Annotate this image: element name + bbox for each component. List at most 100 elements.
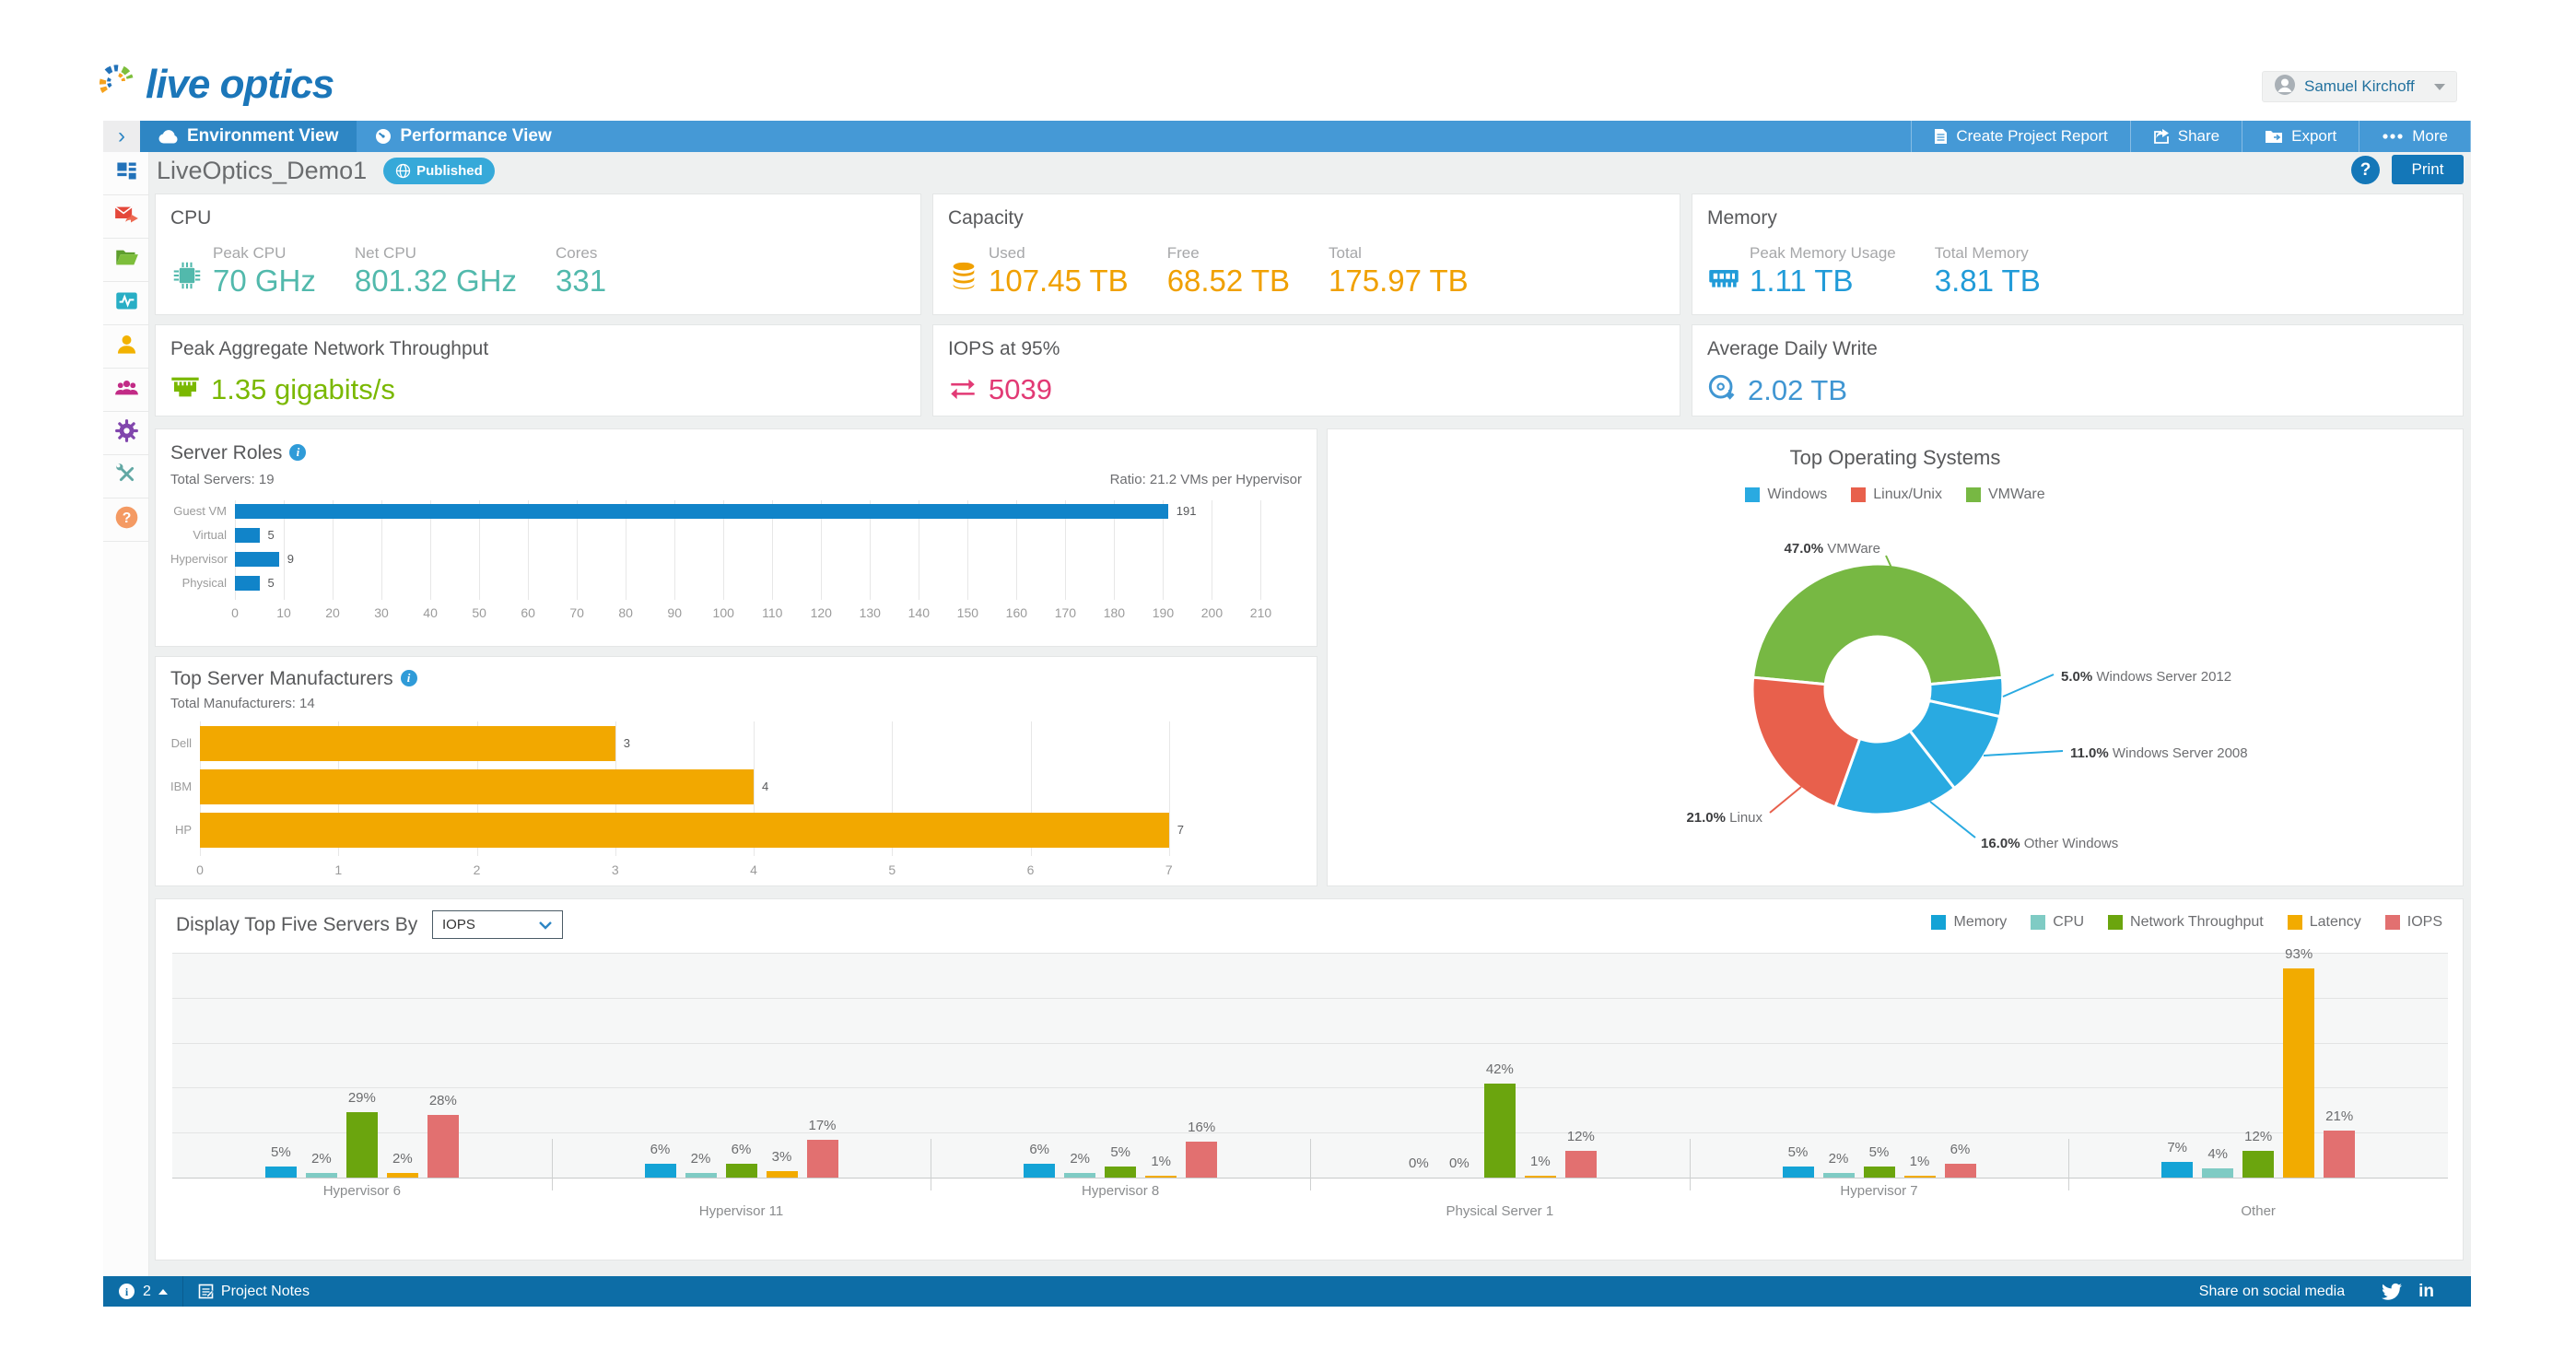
bar xyxy=(264,1166,297,1178)
axis-tick-label: 180 xyxy=(1103,605,1126,620)
axis-tick-label: 130 xyxy=(859,605,881,620)
share-button[interactable]: Share xyxy=(2129,121,2242,152)
collapse-sidebar-icon[interactable]: › xyxy=(103,121,140,152)
bar xyxy=(200,726,615,761)
axis-tick-label: 0 xyxy=(231,605,239,620)
create-project-report-button[interactable]: Create Project Report xyxy=(1911,121,2129,152)
notifications-toggle[interactable]: i 2 xyxy=(103,1276,182,1307)
bar-value-label: 28% xyxy=(428,1092,457,1108)
bar-value-label: 3 xyxy=(623,736,630,750)
sidebar-item-user[interactable] xyxy=(103,325,149,369)
linkedin-icon[interactable]: in xyxy=(2418,1281,2434,1301)
legend-item[interactable]: Memory xyxy=(1931,914,2007,931)
sidebar-item-mail[interactable] xyxy=(103,195,149,239)
legend-item[interactable]: IOPS xyxy=(2384,914,2442,931)
axis-tick-label: 6 xyxy=(1026,862,1035,877)
database-icon xyxy=(948,259,979,297)
sidebar-item-settings[interactable] xyxy=(103,412,149,455)
callout-label: 16.0% Other Windows xyxy=(1981,836,2118,851)
gridline xyxy=(967,500,969,600)
metric-used: Used 107.45 TB xyxy=(989,244,1129,299)
metric-value: 1.11 TB xyxy=(1750,264,1854,298)
metric-label: Net CPU xyxy=(354,244,416,262)
metric-label: Total Memory xyxy=(1934,244,2029,262)
metric-label: Peak CPU xyxy=(213,244,287,262)
sidebar-item-help[interactable]: ? xyxy=(103,498,149,542)
server-roles-card: Server Roles i Total Servers: 19 Ratio: 2… xyxy=(155,428,1317,647)
bar-value-label: 12% xyxy=(1566,1128,1595,1144)
bar xyxy=(1524,1175,1556,1178)
selected-option: IOPS xyxy=(442,917,475,932)
legend-item[interactable]: CPU xyxy=(2031,914,2084,931)
callout-line xyxy=(1885,555,1907,601)
nav-actions: Create Project Report Share Export More xyxy=(1911,121,2471,152)
dashboard-icon xyxy=(114,158,139,188)
logo-text: live optics xyxy=(146,61,334,107)
card-title: Memory xyxy=(1707,207,1777,229)
metric-value: 331 xyxy=(555,264,607,298)
bar xyxy=(345,1112,378,1178)
sidebar-item-team[interactable] xyxy=(103,369,149,412)
bar-value-label: 42% xyxy=(1485,1061,1514,1077)
icon-sidebar: ? xyxy=(103,152,149,1278)
bar-value-label: 17% xyxy=(808,1117,837,1133)
metric-total-memory: Total Memory 3.81 TB xyxy=(1935,244,2041,299)
twitter-icon[interactable] xyxy=(2382,1283,2403,1300)
axis-tick-label: 190 xyxy=(1152,605,1175,620)
gridline xyxy=(674,500,676,600)
gridline xyxy=(892,721,894,856)
sidebar-item-tools[interactable] xyxy=(103,455,149,498)
export-button[interactable]: Export xyxy=(2242,121,2359,152)
legend-item[interactable]: Latency xyxy=(2287,914,2361,931)
axis-tick-label: 10 xyxy=(276,605,291,620)
callout-line xyxy=(1769,786,1802,814)
print-button[interactable]: Print xyxy=(2392,155,2464,184)
category-label: Dell xyxy=(170,736,192,750)
tab-label: Environment View xyxy=(187,126,339,146)
legend-item[interactable]: Network Throughput xyxy=(2108,914,2264,931)
bar-value-label: 0% xyxy=(1408,1155,1429,1171)
metric-label: Free xyxy=(1166,244,1200,262)
legend-item[interactable]: VMWare xyxy=(1965,487,2045,503)
project-notes-label: Project Notes xyxy=(220,1283,310,1299)
top-servers-card: Display Top Five Servers By IOPS Memory C… xyxy=(155,898,2464,1261)
servers-legend: Memory CPU Network Throughput Latency IOPS xyxy=(1931,914,2442,931)
ratio-label: Ratio: 21.2 VMs per Hypervisor xyxy=(1109,472,1302,487)
info-icon[interactable]: i xyxy=(400,670,417,686)
bar-value-label: 5 xyxy=(267,576,275,590)
display-top-five-label: Display Top Five Servers By xyxy=(176,914,418,935)
sidebar-item-files[interactable] xyxy=(103,239,149,282)
legend-item[interactable]: Linux/Unix xyxy=(1851,487,1942,503)
project-notes-button[interactable]: Project Notes xyxy=(183,1276,324,1307)
sidebar-item-activity[interactable] xyxy=(103,282,149,325)
metric-select[interactable]: IOPS xyxy=(432,910,563,939)
page-title: LiveOptics_Demo1 xyxy=(157,157,368,184)
gridline xyxy=(1114,500,1116,600)
more-button[interactable]: More xyxy=(2359,121,2471,152)
bar-value-label: 6% xyxy=(1950,1142,1971,1158)
callout-label: 47.0% VMWare xyxy=(1785,541,1880,557)
bar xyxy=(685,1173,717,1178)
tab-environment-view[interactable]: Environment View xyxy=(140,121,357,152)
user-menu[interactable]: Samuel Kirchoff xyxy=(2262,71,2457,102)
legend-label: Linux/Unix xyxy=(1873,487,1942,502)
sidebar-item-dashboard[interactable] xyxy=(103,152,149,195)
bar xyxy=(386,1173,418,1178)
legend-swatch xyxy=(1851,487,1867,502)
legend-swatch xyxy=(2031,915,2046,930)
bar xyxy=(235,552,279,567)
bar-value-label: 1% xyxy=(1529,1153,1551,1169)
metric-net-cpu: Net CPU 801.32 GHz xyxy=(355,244,517,299)
top-servers-axis: Hypervisor 6 Hypervisor 11 Hypervisor 8 Phy… xyxy=(172,1178,2448,1233)
category-label: IBM xyxy=(170,780,193,793)
legend-item[interactable]: Windows xyxy=(1745,487,1827,503)
bar xyxy=(1944,1164,1976,1178)
page-help-button[interactable]: ? xyxy=(2351,156,2380,184)
top-os-card: Top Operating Systems Windows Linux/Unix V… xyxy=(1327,428,2464,886)
legend-swatch xyxy=(2384,915,2400,930)
total-servers-label: Total Servers: 19 xyxy=(170,472,275,487)
info-icon[interactable]: i xyxy=(289,444,307,461)
tab-performance-view[interactable]: Performance View xyxy=(357,121,569,152)
axis-tick-label: 110 xyxy=(762,605,783,620)
